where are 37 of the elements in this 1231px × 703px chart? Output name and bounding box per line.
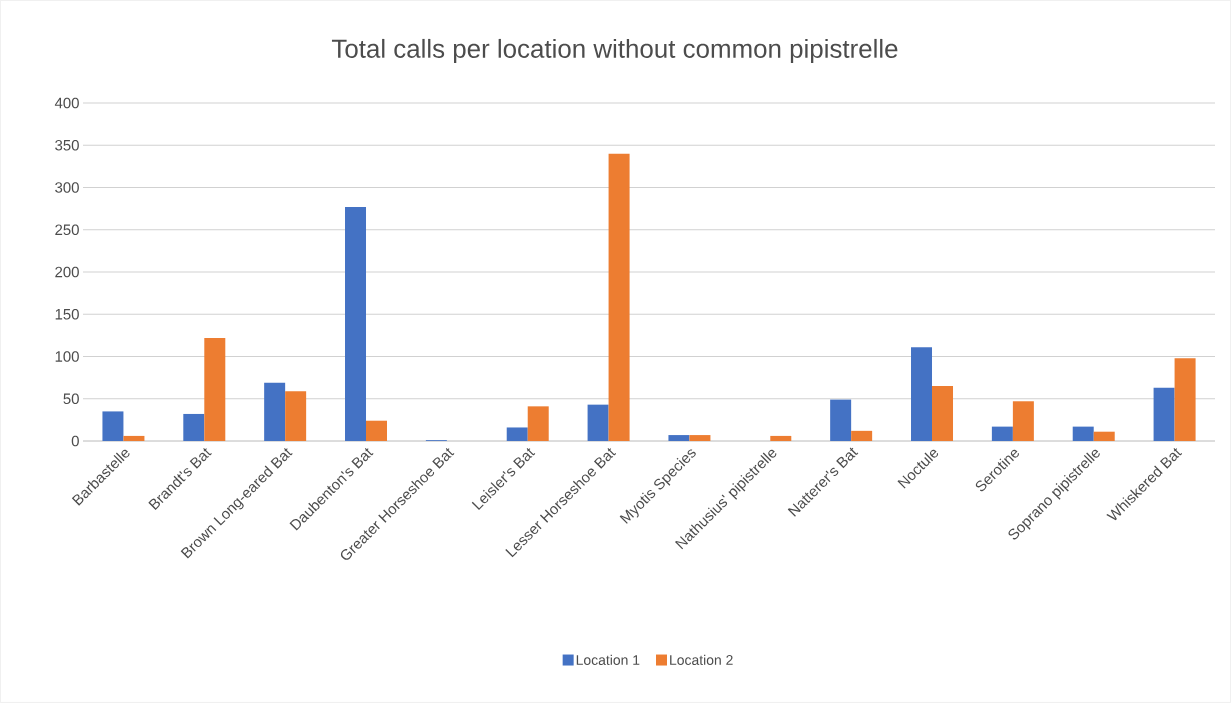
bar xyxy=(345,206,367,441)
bar xyxy=(587,404,609,441)
bar xyxy=(183,413,205,441)
bar xyxy=(527,406,549,441)
bar xyxy=(608,153,630,441)
bar xyxy=(851,430,873,441)
bar xyxy=(911,347,933,441)
y-tick-label: 350 xyxy=(55,139,79,151)
bar xyxy=(668,435,690,441)
bar xyxy=(932,386,954,441)
bar xyxy=(506,427,528,441)
legend-label: Location 1 xyxy=(576,654,640,665)
bar xyxy=(991,426,1013,441)
y-tick-label: 400 xyxy=(54,97,79,109)
bar xyxy=(123,435,145,441)
bar xyxy=(1153,387,1175,441)
bar xyxy=(1072,426,1094,441)
chart-title: Total calls per location without common pipistrelle xyxy=(331,38,898,64)
bar xyxy=(1174,358,1196,441)
y-tick-label: 150 xyxy=(55,308,79,320)
y-tick-label: 100 xyxy=(55,351,79,362)
y-tick-label: 200 xyxy=(55,266,79,278)
y-tick-label: 0 xyxy=(71,435,79,447)
y-tick-label: 50 xyxy=(63,393,79,405)
y-tick-label: 250 xyxy=(55,224,79,236)
bar xyxy=(366,420,388,441)
bar xyxy=(770,435,792,441)
bar xyxy=(102,411,124,441)
bar xyxy=(689,435,711,441)
bar xyxy=(264,382,286,441)
bar xyxy=(1012,401,1034,441)
bar xyxy=(285,391,307,441)
y-tick-label: 300 xyxy=(55,182,79,193)
bar xyxy=(204,337,226,441)
legend-label: Location 2 xyxy=(670,654,733,665)
bar xyxy=(1093,431,1115,441)
bar xyxy=(830,399,852,441)
